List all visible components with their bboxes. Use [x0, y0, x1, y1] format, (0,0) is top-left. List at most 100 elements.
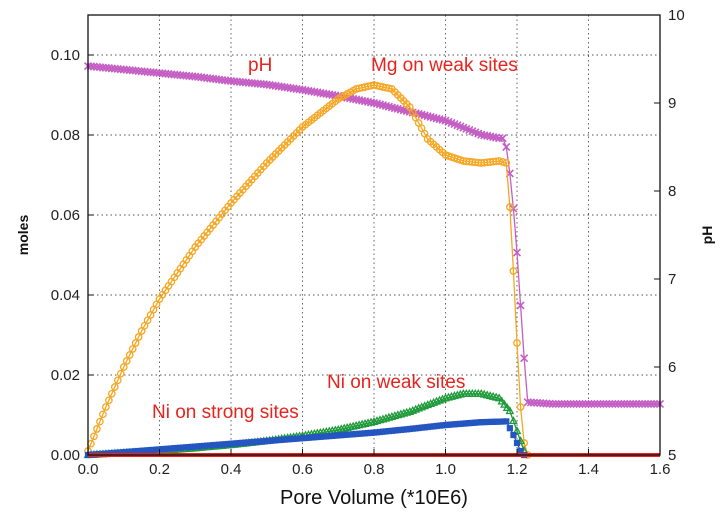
data-point — [399, 408, 409, 417]
x-tick-label: 0.0 — [78, 461, 99, 478]
data-point — [629, 399, 638, 409]
data-point — [644, 399, 653, 409]
x-tick-label: 1.4 — [578, 461, 599, 478]
data-point — [623, 399, 632, 409]
data-point — [381, 413, 391, 422]
x-tick-label: 1.2 — [507, 461, 528, 478]
annotation-ni-weak: Ni on weak sites — [327, 372, 465, 393]
ticks-layer: 0.0 0.2 0.4 0.6 0.8 1.0 1.2 1.4 1.6 0.00 0.02 0.04 0… — [51, 7, 685, 478]
y2-tick-label: 7 — [668, 271, 676, 288]
y2-tick-label: 10 — [668, 7, 685, 24]
data-point — [497, 396, 507, 405]
data-point — [128, 345, 137, 353]
data-point — [387, 411, 397, 420]
data-point — [102, 403, 110, 411]
y2-tick-label: 5 — [668, 447, 676, 464]
data-point — [505, 203, 514, 211]
data-point — [509, 416, 518, 425]
data-point — [581, 399, 590, 409]
x-tick-label: 0.8 — [364, 461, 385, 478]
data-point — [494, 393, 504, 402]
data-point — [502, 159, 511, 167]
data-point — [435, 395, 444, 404]
data-point — [378, 414, 388, 423]
data-point — [116, 369, 125, 378]
data-point — [438, 394, 447, 403]
annotation-ph: pH — [248, 55, 272, 76]
data-point — [566, 399, 575, 409]
data-point — [620, 399, 629, 409]
data-point — [626, 399, 635, 409]
data-point — [502, 142, 511, 152]
data-point — [125, 351, 134, 359]
data-point — [113, 376, 122, 385]
data-point — [587, 399, 596, 409]
data-point — [432, 396, 441, 405]
series-line — [87, 84, 529, 456]
data-point — [509, 267, 518, 275]
series-0 — [83, 61, 665, 409]
x-axis-label: Pore Volume (*10E6) — [280, 487, 468, 509]
data-point — [110, 383, 119, 391]
data-point — [119, 363, 128, 371]
data-point — [554, 399, 563, 409]
data-point — [93, 425, 101, 433]
data-point — [384, 412, 394, 421]
data-point — [632, 399, 641, 409]
data-point — [569, 399, 578, 409]
data-point — [596, 399, 605, 409]
data-point — [393, 410, 403, 419]
data-point — [429, 397, 438, 406]
y-tick-label: 0.00 — [51, 447, 80, 464]
data-point — [649, 399, 659, 409]
data-point — [375, 415, 385, 424]
data-point — [545, 399, 554, 408]
data-point — [536, 399, 545, 408]
data-point — [402, 407, 412, 416]
data-point — [551, 399, 560, 409]
data-point — [578, 399, 587, 409]
data-point — [369, 416, 379, 425]
data-point — [426, 399, 436, 408]
y-tick-label: 0.02 — [51, 367, 80, 384]
series-3 — [84, 418, 528, 459]
data-point — [572, 399, 581, 409]
data-point — [131, 339, 140, 347]
data-point — [608, 399, 617, 409]
data-point — [526, 398, 535, 407]
data-point — [99, 410, 107, 419]
data-point — [509, 204, 518, 213]
data-point — [122, 357, 131, 365]
data-point — [372, 416, 382, 425]
data-point — [385, 84, 393, 93]
y2-tick-label: 6 — [668, 359, 676, 376]
data-point — [593, 399, 602, 409]
data-point — [512, 426, 522, 435]
data-point — [575, 399, 584, 409]
data-point — [500, 399, 509, 408]
x-tick-label: 1.0 — [435, 461, 456, 478]
data-point — [408, 405, 418, 414]
y-tick-label: 0.08 — [51, 127, 80, 144]
data-point — [506, 425, 513, 432]
x-tick-label: 0.4 — [221, 461, 242, 478]
annotation-mg-weak: Mg on weak sites — [371, 55, 518, 76]
x-tick-label: 1.6 — [650, 461, 671, 478]
data-point — [423, 400, 433, 409]
data-point — [513, 339, 521, 347]
data-point — [638, 399, 647, 409]
data-point — [513, 439, 521, 447]
data-point — [641, 399, 650, 409]
y-tick-label: 0.06 — [51, 207, 80, 224]
data-point — [602, 399, 611, 409]
x-tick-label: 0.6 — [292, 461, 313, 478]
x-tick-label: 0.2 — [149, 461, 170, 478]
data-point — [390, 411, 400, 420]
data-point — [107, 389, 116, 398]
data-point — [505, 406, 515, 415]
data-point — [605, 399, 614, 409]
data-point — [590, 399, 599, 409]
data-point — [563, 399, 572, 409]
data-point — [411, 404, 421, 413]
